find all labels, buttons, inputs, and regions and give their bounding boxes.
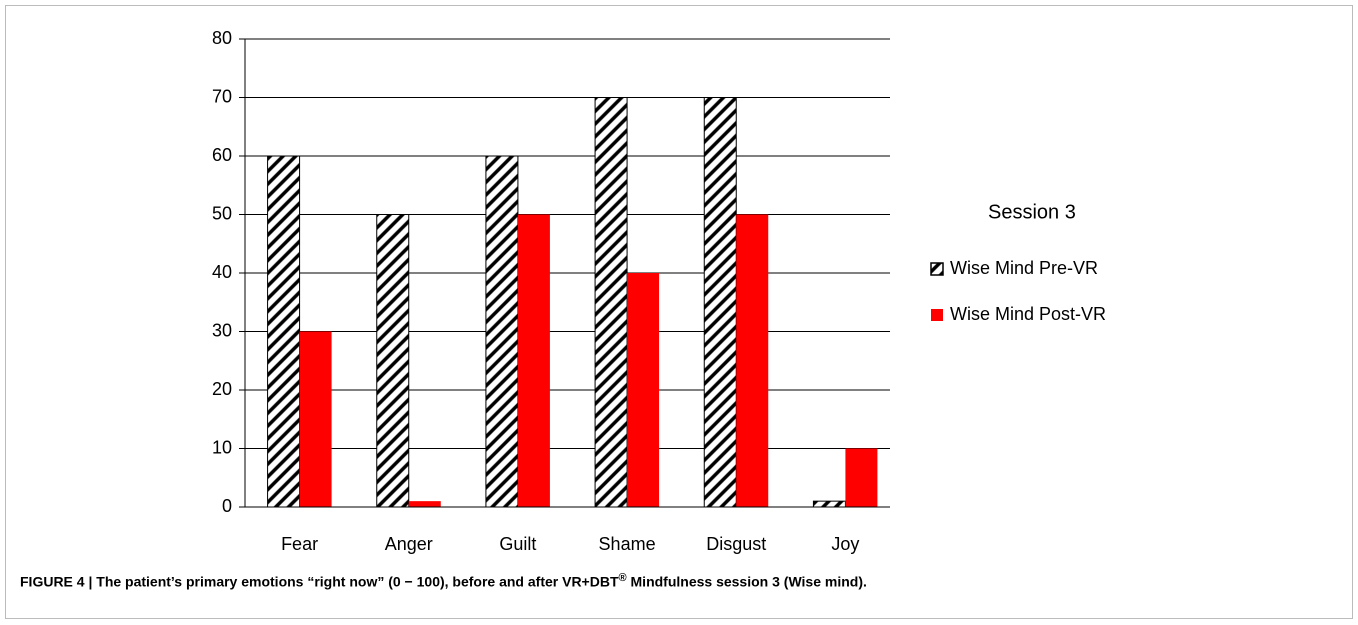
x-tick-label: Guilt (499, 534, 536, 554)
y-tick-label: 0 (222, 496, 232, 516)
y-tick-label: 30 (212, 320, 232, 340)
legend-swatch (931, 309, 943, 321)
bar (594, 97, 628, 508)
y-tick-label: 80 (212, 28, 232, 48)
figure-frame (5, 5, 1353, 619)
chart: Session 3 0 10 20 30 40 50 60 70 80 Fear Anger Guil… (212, 28, 1106, 554)
y-tick-label: 60 (212, 145, 232, 165)
bar (627, 273, 660, 507)
caption: FIGURE 4 | The patient’s primary emotion… (20, 572, 1340, 590)
bar (517, 214, 550, 507)
bar (845, 448, 878, 507)
legend-title: Session 3 (988, 201, 1076, 223)
legend-label: Wise Mind Post-VR (950, 304, 1106, 324)
bar (736, 214, 769, 507)
y-tick-label: 40 (212, 262, 232, 282)
legend-swatch (930, 262, 944, 276)
x-tick-label: Anger (385, 534, 433, 554)
x-tick-label: Fear (281, 534, 318, 554)
bar (703, 97, 737, 508)
y-tick-label: 50 (212, 203, 232, 223)
bar (485, 155, 519, 508)
caption-text: Mindfulness session 3 (Wise mind). (626, 573, 867, 590)
y-tick-label: 10 (212, 437, 232, 457)
bar (267, 155, 301, 508)
bar (299, 331, 332, 507)
bar (408, 501, 441, 507)
x-tick-label: Disgust (706, 534, 766, 554)
x-tick-label: Joy (831, 534, 859, 554)
caption-sup: ® (618, 572, 627, 584)
bar (812, 500, 846, 508)
caption-text: FIGURE 4 | The patient’s primary emotion… (20, 573, 619, 590)
bar (376, 214, 410, 508)
y-tick-label: 20 (212, 379, 232, 399)
x-tick-label: Shame (599, 534, 656, 554)
y-tick-label: 70 (212, 86, 232, 106)
legend-label: Wise Mind Pre-VR (950, 258, 1098, 278)
